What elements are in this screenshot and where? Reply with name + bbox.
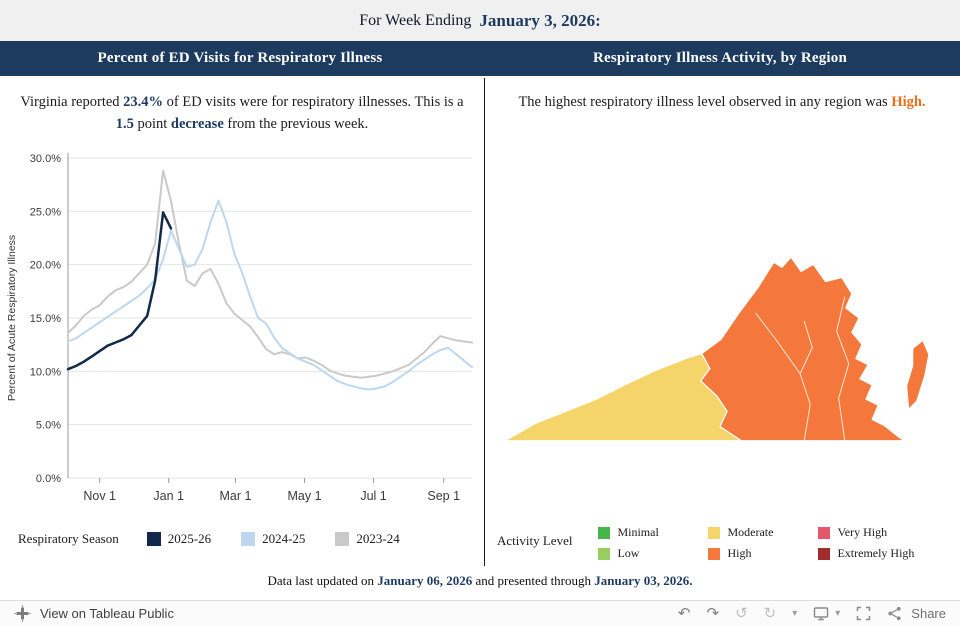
season-swatch-2025-26 — [146, 532, 161, 546]
redo-icon[interactable]: ↷ — [706, 605, 720, 622]
activity-legend-item-label: Very High — [837, 525, 888, 539]
activity-swatch-minimal — [598, 526, 611, 539]
svg-text:Nov 1: Nov 1 — [83, 489, 116, 503]
activity-level-legend: Activity Level Minimal Low Moderate High… — [497, 522, 928, 564]
region-eastern-shore-high[interactable] — [905, 339, 930, 411]
season-swatch-2024-25 — [241, 532, 256, 546]
season-legend: Respiratory Season 2025-26 2024-25 2023-… — [18, 531, 400, 547]
svg-text:May 1: May 1 — [288, 489, 322, 503]
activity-swatch-low — [598, 547, 611, 560]
device-caret-icon: ▾ — [835, 608, 841, 619]
svg-text:20.0%: 20.0% — [30, 260, 61, 272]
share-button[interactable]: Share — [887, 606, 946, 621]
point-change-value: 1.5 — [115, 115, 134, 132]
season-legend-item-2025-26[interactable]: 2025-26 — [146, 531, 212, 547]
region-boundary — [836, 296, 850, 441]
activity-legend-item-label: Low — [617, 546, 640, 560]
footer-text: Data last updated on — [267, 573, 375, 588]
activity-legend-item-label: Minimal — [617, 525, 659, 539]
activity-legend-item-minimal[interactable]: Minimal — [598, 525, 708, 540]
annotation-text: point — [137, 115, 168, 132]
virginia-region-map — [502, 256, 930, 442]
activity-swatch-moderate — [708, 526, 721, 539]
season-legend-label: Respiratory Season — [18, 531, 119, 546]
svg-text:25.0%: 25.0% — [30, 206, 61, 218]
activity-swatch-high — [708, 547, 721, 560]
more-options-caret-icon[interactable]: ▾ — [792, 608, 798, 619]
ed-visits-percent-value: 23.4% — [123, 94, 164, 110]
svg-text:0.0%: 0.0% — [36, 473, 61, 485]
presented-through-date: January 03, 2026. — [594, 573, 693, 588]
svg-text:15.0%: 15.0% — [30, 313, 61, 325]
svg-text:Sep 1: Sep 1 — [427, 489, 460, 503]
svg-text:Jul 1: Jul 1 — [360, 489, 386, 503]
reset-icon[interactable]: ↺ — [735, 605, 748, 622]
activity-legend-item-label: Moderate — [727, 525, 774, 539]
tableau-toolbar: View on Tableau Public ↶ ↷ ↺ ↻ ▾ ▾ Share — [0, 600, 960, 626]
device-preview-control[interactable]: ▾ — [813, 606, 840, 622]
week-ending-date: January 3, 2026: — [479, 10, 601, 30]
footer-text: and presented through — [475, 573, 592, 588]
region-boundary — [755, 312, 801, 375]
svg-text:30.0%: 30.0% — [30, 153, 61, 165]
refresh-icon[interactable]: ↻ — [763, 605, 777, 622]
week-ending-prefix: For Week Ending — [359, 11, 472, 29]
change-direction-value: decrease — [170, 115, 224, 132]
activity-swatch-very-high — [818, 526, 831, 539]
share-icon — [888, 606, 901, 621]
season-legend-item-2023-24[interactable]: 2023-24 — [335, 531, 400, 547]
activity-swatch-extremely-high — [818, 547, 831, 560]
svg-text:Mar 1: Mar 1 — [219, 489, 251, 503]
season-legend-item-label: 2024-25 — [262, 531, 306, 546]
annotation-text: Virginia reported — [20, 94, 120, 110]
region-activity-annotation: The highest respiratory illness level ob… — [494, 92, 950, 114]
week-ending-header: For Week Ending January 3, 2026: — [0, 0, 960, 41]
last-updated-date: January 06, 2026 — [377, 573, 473, 588]
right-panel-title: Respiratory Illness Activity, by Region — [592, 50, 848, 66]
ed-visits-line-chart[interactable]: 0.0% 5.0% 10.0% 15.0% 20.0% 25.0% 30.0% Nov 1 Ja… — [12, 148, 482, 506]
activity-legend-item-label: High — [727, 546, 752, 560]
region-southwest-moderate[interactable] — [502, 352, 744, 442]
season-swatch-2023-24 — [335, 532, 350, 546]
highest-level-value: High. — [891, 94, 926, 110]
ed-visits-annotation: Virginia reported 23.4% of ED visits wer… — [12, 92, 472, 136]
region-central-northern-high[interactable] — [699, 256, 907, 442]
panel-title-bar: Percent of ED Visits for Respiratory Ill… — [0, 41, 960, 76]
view-on-tableau-link[interactable]: View on Tableau Public — [40, 606, 174, 621]
monitor-icon — [814, 606, 829, 620]
annotation-text: from the previous week. — [227, 115, 369, 132]
season-legend-item-label: 2025-26 — [167, 531, 212, 546]
activity-legend-item-low[interactable]: Low — [598, 546, 708, 561]
annotation-text: The highest respiratory illness level ob… — [518, 94, 888, 110]
left-panel-title: Percent of ED Visits for Respiratory Ill… — [97, 50, 383, 66]
season-legend-item-2024-25[interactable]: 2024-25 — [241, 531, 305, 547]
undo-icon[interactable]: ↶ — [677, 605, 691, 622]
tableau-logo-icon[interactable] — [14, 605, 31, 622]
activity-legend-item-moderate[interactable]: Moderate — [708, 525, 818, 540]
svg-text:Jan 1: Jan 1 — [153, 489, 184, 503]
svg-text:10.0%: 10.0% — [30, 366, 61, 378]
activity-legend-item-extremely-high[interactable]: Extremely High — [818, 546, 928, 561]
panel-divider — [484, 78, 485, 566]
share-button-label: Share — [911, 606, 946, 621]
activity-legend-label: Activity Level — [497, 533, 573, 548]
fullscreen-icon[interactable] — [856, 606, 871, 621]
activity-legend-item-high[interactable]: High — [708, 546, 818, 561]
svg-text:5.0%: 5.0% — [36, 420, 61, 432]
annotation-text: of ED visits were for respiratory illnes… — [166, 94, 464, 110]
data-updated-note: Data last updated on January 06, 2026 an… — [0, 573, 960, 589]
season-legend-item-label: 2023-24 — [356, 531, 400, 546]
activity-legend-item-very-high[interactable]: Very High — [818, 525, 928, 540]
activity-legend-item-label: Extremely High — [837, 546, 915, 560]
region-boundary — [799, 320, 813, 441]
